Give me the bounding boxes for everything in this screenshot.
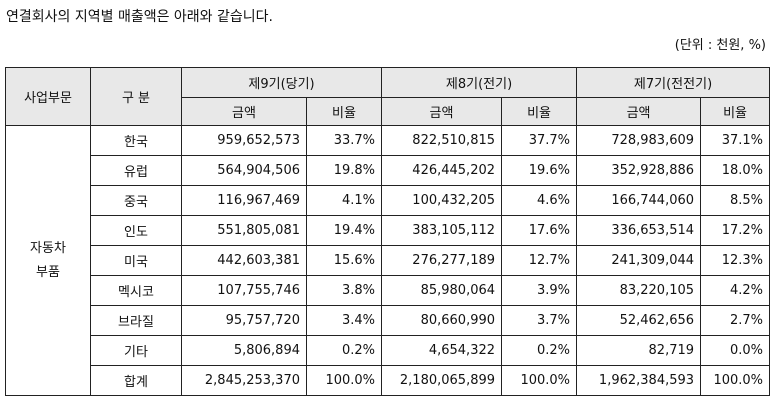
ratio-period-8-cell: 0.2% — [501, 335, 578, 366]
ratio-period-8-cell: 100.0% — [501, 365, 578, 396]
header-division: 구 분 — [90, 67, 182, 126]
ratio-period-8-cell: 3.9% — [501, 275, 578, 306]
header-row-periods: 사업부문 구 분 제9기(당기) 제8기(전기) 제7기(전전기) — [5, 67, 771, 126]
region-cell: 합계 — [90, 365, 182, 396]
amount-period-9-cell: 442,603,381 — [181, 245, 307, 276]
amount-period-8-cell: 276,277,189 — [381, 245, 503, 276]
ratio-period-7-cell: 8.5% — [700, 185, 771, 216]
amount-period-7-cell: 52,462,656 — [576, 305, 702, 336]
regional-sales-table: 사업부문 구 분 제9기(당기) 제8기(전기) 제7기(전전기) 금액 비율 … — [5, 67, 771, 396]
amount-period-7-cell: 166,744,060 — [576, 185, 702, 216]
ratio-period-8-cell: 4.6% — [501, 185, 578, 216]
ratio-period-9-cell: 4.1% — [305, 185, 383, 216]
amount-period-8-cell: 383,105,112 — [381, 215, 503, 246]
table-row: 중국 116,967,469 4.1% 100,432,205 4.6% 166,744,… — [6, 185, 771, 216]
amount-period-9-cell: 116,967,469 — [181, 185, 307, 216]
ratio-period-7-cell: 17.2% — [700, 215, 771, 246]
header-amount: 금액 — [181, 97, 307, 126]
ratio-period-9-cell: 19.8% — [305, 155, 383, 186]
header-amount: 금액 — [381, 97, 503, 126]
table-row: 자동차 부품 한국 959,652,573 33.7% 822,510,815 37.7% 7… — [5, 125, 771, 396]
header-period-8: 제8기(전기) — [381, 67, 578, 98]
header-ratio: 비율 — [305, 97, 383, 126]
ratio-period-7-cell: 4.2% — [700, 275, 771, 306]
ratio-period-7-cell: 37.1% — [700, 125, 771, 156]
ratio-period-8-cell: 17.6% — [501, 215, 578, 246]
ratio-period-7-cell: 2.7% — [700, 305, 771, 336]
ratio-period-8-cell: 12.7% — [501, 245, 578, 276]
amount-period-8-cell: 85,980,064 — [381, 275, 503, 306]
ratio-period-8-cell: 37.7% — [501, 125, 578, 156]
region-cell: 인도 — [90, 215, 182, 246]
amount-period-7-cell: 336,653,514 — [576, 215, 702, 246]
amount-period-9-cell: 107,755,746 — [181, 275, 307, 306]
table-row: 기타 5,806,894 0.2% 4,654,322 0.2% 82,719 0.0% — [6, 335, 771, 366]
header-segment: 사업부문 — [5, 67, 91, 126]
intro-text: 연결회사의 지역별 매출액은 아래와 같습니다. — [6, 9, 273, 25]
segment-label-line: 자동차 — [30, 240, 66, 256]
amount-period-9-cell: 5,806,894 — [181, 335, 307, 366]
ratio-period-7-cell: 12.3% — [700, 245, 771, 276]
amount-period-8-cell: 4,654,322 — [381, 335, 503, 366]
amount-period-7-cell: 352,928,886 — [576, 155, 702, 186]
ratio-period-7-cell: 0.0% — [700, 335, 771, 366]
unit-note: (단위 : 천원, %) — [674, 38, 766, 53]
region-cell: 멕시코 — [90, 275, 182, 306]
amount-period-8-cell: 822,510,815 — [381, 125, 503, 156]
amount-period-9-cell: 95,757,720 — [181, 305, 307, 336]
ratio-period-9-cell: 3.4% — [305, 305, 383, 336]
amount-period-7-cell: 82,719 — [576, 335, 702, 366]
region-cell: 한국 — [90, 125, 182, 156]
amount-period-9-cell: 2,845,253,370 — [181, 365, 307, 396]
ratio-period-9-cell: 0.2% — [305, 335, 383, 366]
header-row-metrics: 금액 비율 금액 비율 금액 비율 — [6, 97, 771, 126]
amount-period-8-cell: 80,660,990 — [381, 305, 503, 336]
amount-period-8-cell: 426,445,202 — [381, 155, 503, 186]
ratio-period-7-cell: 100.0% — [700, 365, 771, 396]
amount-period-9-cell: 551,805,081 — [181, 215, 307, 246]
header-period-7: 제7기(전전기) — [576, 67, 771, 98]
header-ratio: 비율 — [700, 97, 771, 126]
ratio-period-9-cell: 15.6% — [305, 245, 383, 276]
region-cell: 중국 — [90, 185, 182, 216]
ratio-period-9-cell: 19.4% — [305, 215, 383, 246]
ratio-period-8-cell: 19.6% — [501, 155, 578, 186]
ratio-period-9-cell: 100.0% — [305, 365, 383, 396]
header-amount: 금액 — [576, 97, 702, 126]
amount-period-7-cell: 241,309,044 — [576, 245, 702, 276]
amount-period-9-cell: 959,652,573 — [181, 125, 307, 156]
ratio-period-9-cell: 33.7% — [305, 125, 383, 156]
ratio-period-9-cell: 3.8% — [305, 275, 383, 306]
table-row: 미국 442,603,381 15.6% 276,277,189 12.7% 241,30… — [6, 245, 771, 276]
table-row: 인도 551,805,081 19.4% 383,105,112 17.6% 336,65… — [6, 215, 771, 246]
amount-period-7-cell: 83,220,105 — [576, 275, 702, 306]
segment-label-line: 부품 — [36, 264, 60, 280]
table-body: 자동차 부품 한국 959,652,573 33.7% 822,510,815 37.7% 7… — [5, 125, 771, 396]
region-cell: 유럽 — [90, 155, 182, 186]
region-cell: 미국 — [90, 245, 182, 276]
table-row: 유럽 564,904,506 19.8% 426,445,202 19.6% 352,92… — [6, 155, 771, 186]
header-ratio: 비율 — [501, 97, 578, 126]
table-row: 멕시코 107,755,746 3.8% 85,980,064 3.9% 83,220,1… — [6, 275, 771, 306]
amount-period-8-cell: 100,432,205 — [381, 185, 503, 216]
region-cell: 기타 — [90, 335, 182, 366]
ratio-period-8-cell: 3.7% — [501, 305, 578, 336]
table-row: 합계 2,845,253,370 100.0% 2,180,065,899 100.0%… — [6, 365, 771, 396]
amount-period-7-cell: 728,983,609 — [576, 125, 702, 156]
amount-period-7-cell: 1,962,384,593 — [576, 365, 702, 396]
amount-period-9-cell: 564,904,506 — [181, 155, 307, 186]
ratio-period-7-cell: 18.0% — [700, 155, 771, 186]
region-cell: 브라질 — [90, 305, 182, 336]
header-period-9: 제9기(당기) — [180, 67, 383, 98]
table-row: 브라질 95,757,720 3.4% 80,660,990 3.7% 52,462,65… — [6, 305, 771, 336]
amount-period-8-cell: 2,180,065,899 — [381, 365, 503, 396]
